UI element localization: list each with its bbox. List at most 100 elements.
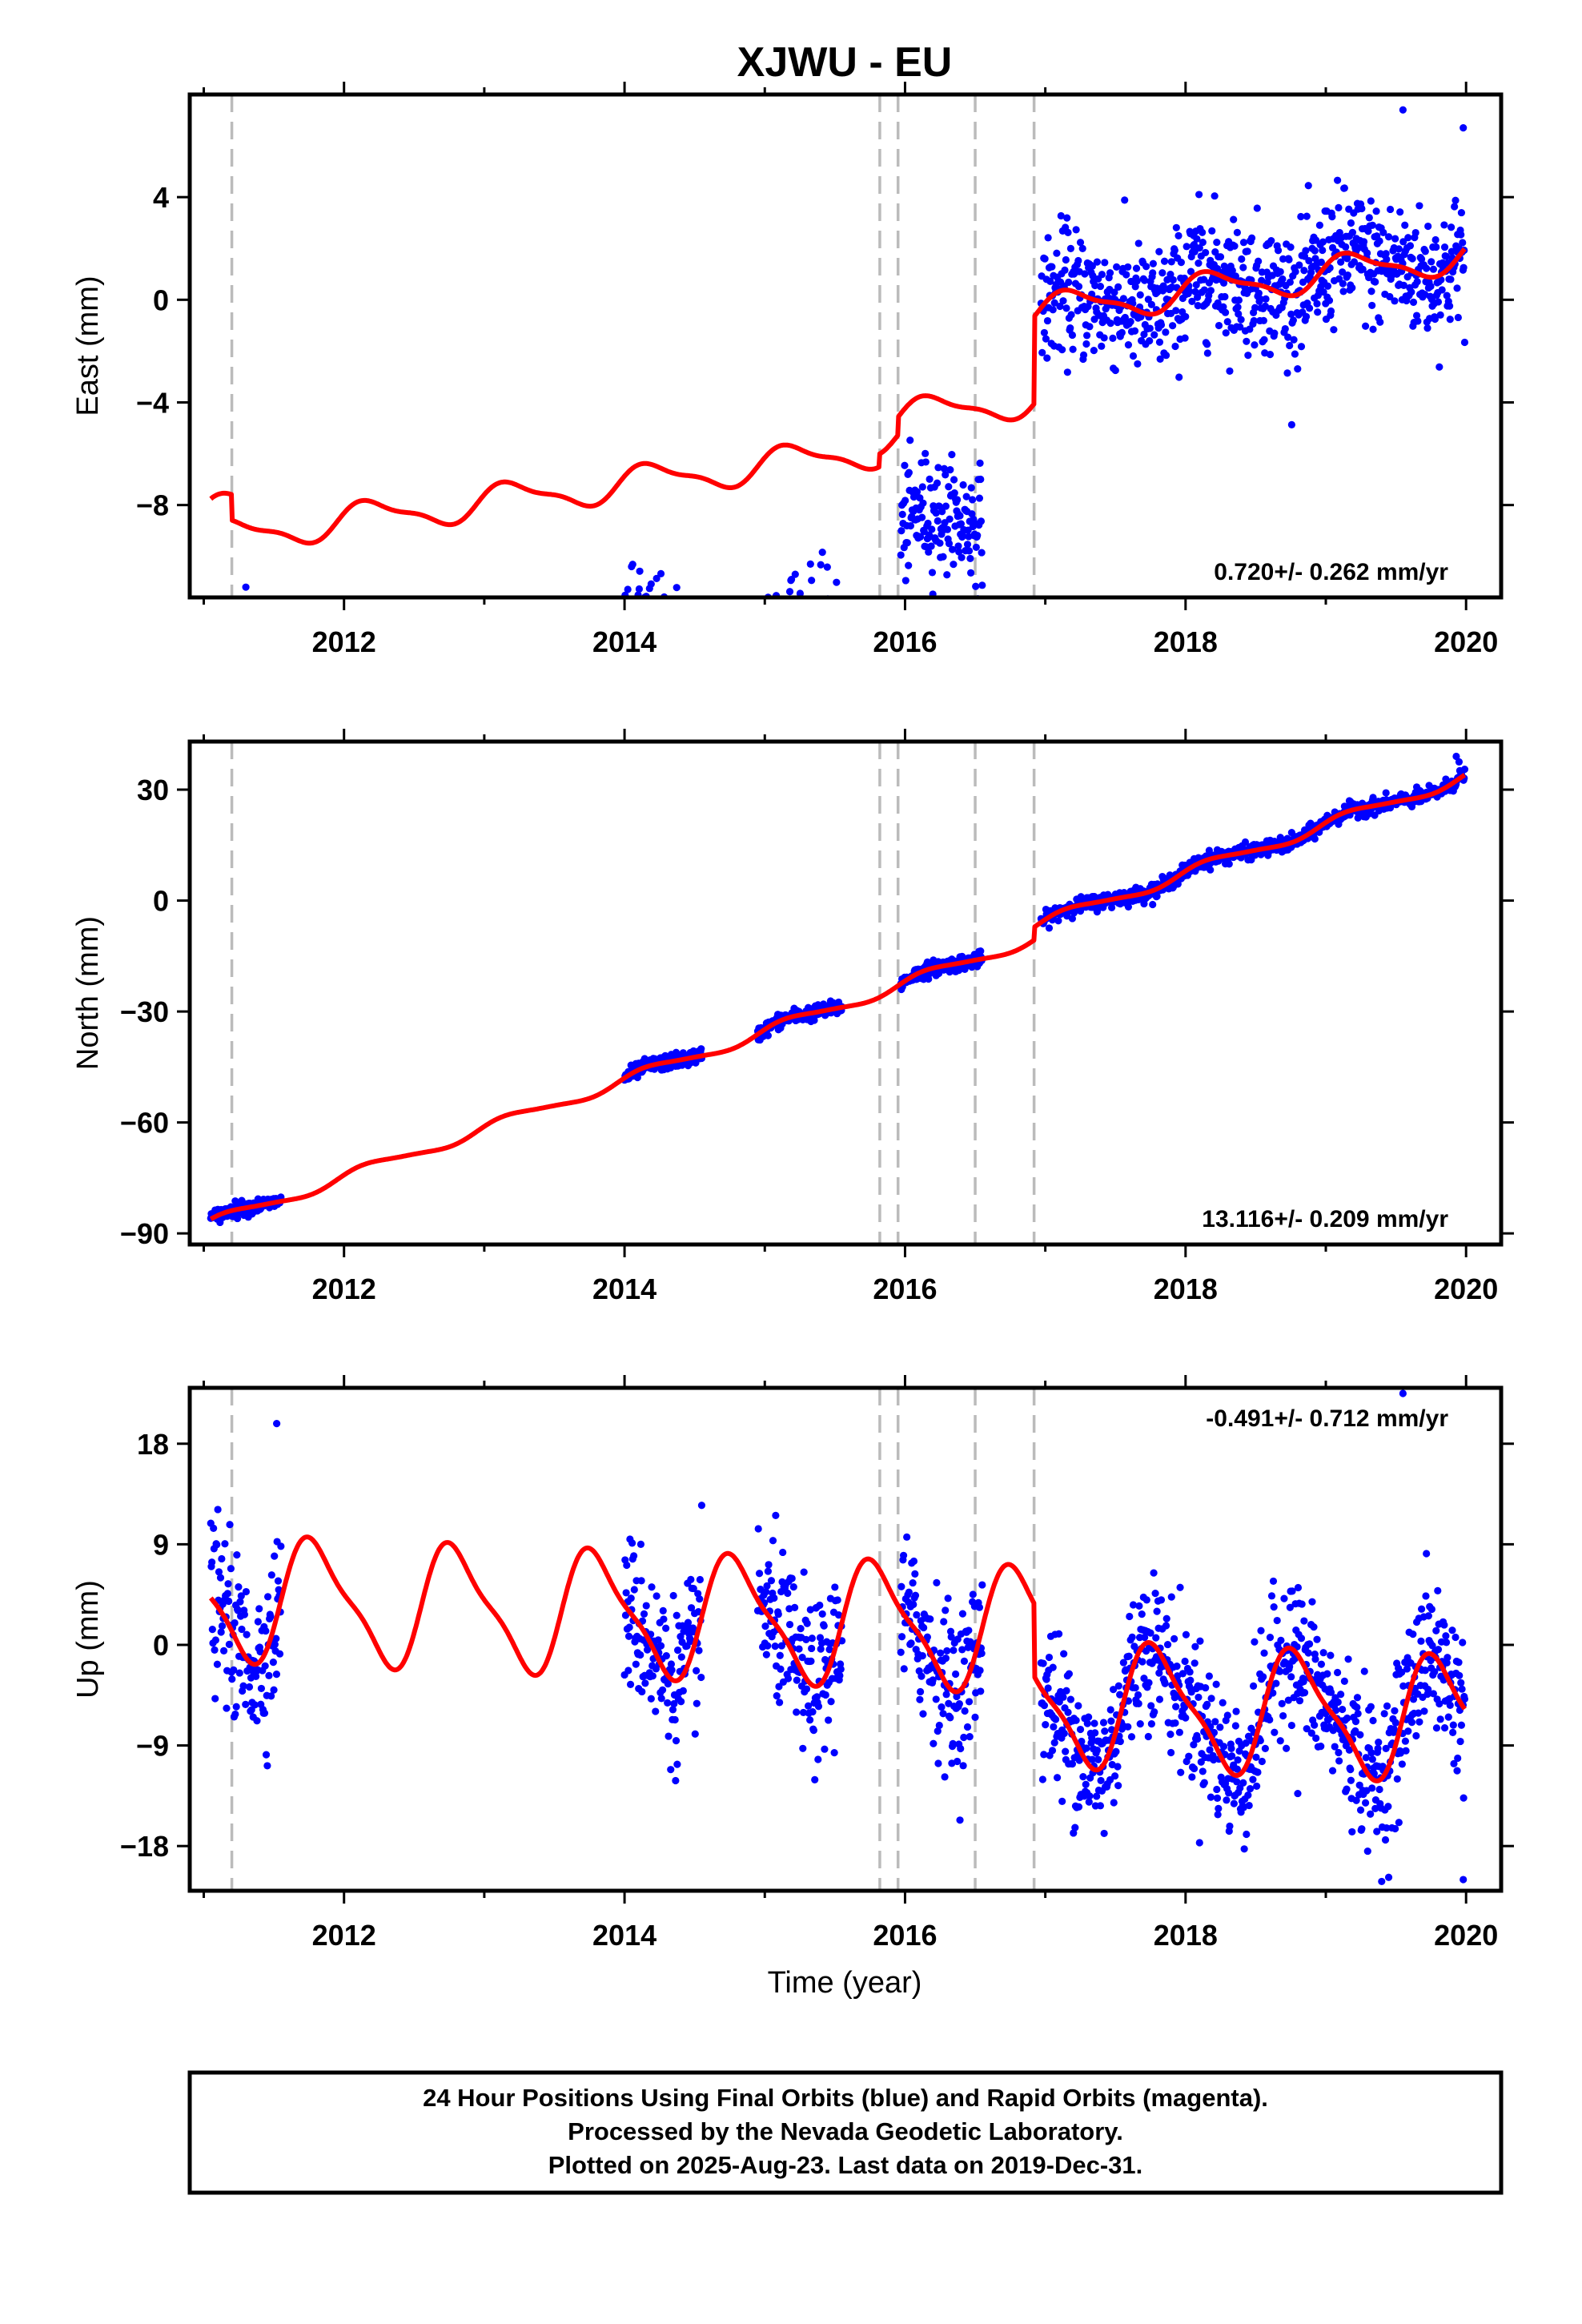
observation-point (781, 662, 789, 669)
observation-point (1325, 296, 1334, 304)
observation-point (644, 600, 651, 607)
observation-point (1110, 1799, 1118, 1807)
observation-point (763, 619, 770, 626)
observation-point (790, 642, 797, 649)
observation-point (231, 1710, 239, 1719)
observation-point (622, 1589, 630, 1597)
observation-point (818, 1610, 826, 1618)
observation-point (236, 1598, 244, 1606)
observation-point (1432, 243, 1440, 251)
x-tick-label: 2020 (1434, 1919, 1498, 1952)
observation-point (630, 615, 637, 622)
observation-point (1063, 214, 1071, 222)
observation-point (636, 1651, 644, 1659)
observation-point (647, 1695, 655, 1703)
observation-point (1261, 1744, 1270, 1752)
observation-point (897, 1648, 905, 1656)
observation-point (1213, 264, 1222, 273)
observation-point (1361, 322, 1370, 330)
observation-point (1391, 1707, 1399, 1715)
observation-point (1195, 1693, 1203, 1702)
observation-point (1210, 1755, 1218, 1764)
observation-point (676, 677, 683, 685)
observation-point (1279, 275, 1287, 283)
observation-point (678, 646, 685, 653)
observation-point (934, 1727, 942, 1735)
observation-point (1114, 1782, 1122, 1790)
observation-point (681, 610, 689, 617)
observation-point (1044, 234, 1052, 242)
observation-point (261, 749, 268, 756)
observation-point (1412, 1731, 1420, 1740)
observation-point (255, 702, 263, 710)
observation-point (1367, 197, 1375, 205)
observation-point (211, 1695, 219, 1703)
observation-point (1211, 1718, 1219, 1726)
observation-point (949, 1739, 957, 1747)
observation-point (263, 1593, 272, 1601)
observation-point (1149, 259, 1157, 267)
main-title: XJWU - EU (737, 39, 953, 86)
observation-point (1381, 1835, 1390, 1844)
observation-point (265, 1671, 273, 1679)
observation-point (1339, 1705, 1347, 1714)
observation-point (933, 1578, 941, 1586)
observation-point (1449, 1728, 1457, 1736)
observation-point (833, 629, 840, 636)
observation-point (1354, 1710, 1362, 1718)
observation-point (1170, 247, 1178, 255)
observation-point (1432, 1626, 1440, 1634)
observation-point (235, 667, 242, 674)
observation-point (1434, 298, 1443, 306)
observation-point (785, 617, 793, 624)
observation-point (1287, 1673, 1295, 1681)
observation-point (1457, 1679, 1465, 1687)
observation-point (672, 1737, 681, 1745)
observation-point (1170, 1634, 1178, 1643)
observation-point (1205, 1672, 1213, 1680)
observation-point (651, 599, 658, 606)
observation-point (1399, 1389, 1407, 1397)
observation-point (1101, 259, 1109, 267)
observation-point (764, 1567, 772, 1575)
observation-point (1375, 237, 1383, 245)
observation-point (1382, 1744, 1390, 1752)
observation-point (664, 1699, 672, 1707)
observation-point (1150, 331, 1158, 339)
observation-point (817, 561, 825, 569)
observation-point (272, 714, 279, 722)
observation-point (1340, 184, 1348, 192)
observation-point (217, 1628, 225, 1636)
observation-point (673, 1611, 681, 1619)
observation-point (1251, 304, 1259, 312)
observation-point (1066, 324, 1074, 332)
observation-point (1335, 203, 1343, 212)
observation-point (687, 660, 694, 667)
observation-point (1455, 758, 1464, 766)
observation-point (785, 588, 794, 596)
observation-point (670, 1699, 678, 1708)
observation-point (1334, 1698, 1342, 1707)
observation-point (1290, 336, 1298, 344)
observation-point (1062, 304, 1070, 312)
observation-point (1370, 1770, 1378, 1778)
observation-point (781, 620, 789, 627)
observation-point (621, 1611, 630, 1619)
observation-point (234, 708, 241, 715)
observation-point (1311, 255, 1319, 263)
observation-point (1050, 1723, 1058, 1731)
observation-point (1161, 1679, 1169, 1687)
observation-point (1099, 1719, 1108, 1727)
observation-point (656, 663, 664, 670)
observation-point (943, 571, 951, 579)
y-tick-label: −8 (136, 489, 169, 522)
x-tick-label: 2012 (312, 1919, 376, 1952)
observation-point (269, 714, 276, 721)
x-tick-label: 2016 (873, 1273, 937, 1305)
observation-point (967, 484, 975, 492)
observation-point (1333, 1668, 1342, 1677)
observation-point (1093, 1746, 1101, 1755)
observation-point (1317, 1660, 1326, 1668)
y-tick-label: −30 (120, 995, 169, 1028)
observation-point (1049, 306, 1057, 314)
